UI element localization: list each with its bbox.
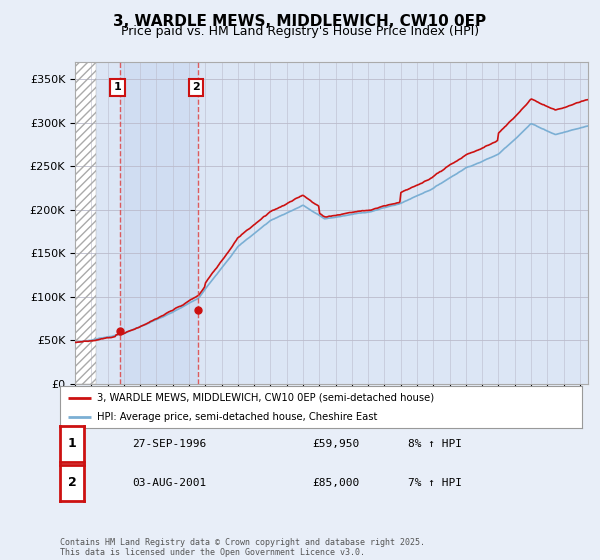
Text: 3, WARDLE MEWS, MIDDLEWICH, CW10 0EP (semi-detached house): 3, WARDLE MEWS, MIDDLEWICH, CW10 0EP (se…	[97, 393, 434, 403]
Text: 1: 1	[113, 82, 121, 92]
Text: 8% ↑ HPI: 8% ↑ HPI	[408, 439, 462, 449]
Text: HPI: Average price, semi-detached house, Cheshire East: HPI: Average price, semi-detached house,…	[97, 412, 377, 422]
Text: 2: 2	[68, 477, 76, 489]
Text: 7% ↑ HPI: 7% ↑ HPI	[408, 478, 462, 488]
Text: £85,000: £85,000	[312, 478, 359, 488]
Text: 1: 1	[68, 437, 76, 450]
Text: 3, WARDLE MEWS, MIDDLEWICH, CW10 0EP: 3, WARDLE MEWS, MIDDLEWICH, CW10 0EP	[113, 14, 487, 29]
Text: 2: 2	[192, 82, 200, 92]
Text: 03-AUG-2001: 03-AUG-2001	[132, 478, 206, 488]
Text: 27-SEP-1996: 27-SEP-1996	[132, 439, 206, 449]
Text: Price paid vs. HM Land Registry's House Price Index (HPI): Price paid vs. HM Land Registry's House …	[121, 25, 479, 38]
Text: Contains HM Land Registry data © Crown copyright and database right 2025.
This d: Contains HM Land Registry data © Crown c…	[60, 538, 425, 557]
Text: £59,950: £59,950	[312, 439, 359, 449]
